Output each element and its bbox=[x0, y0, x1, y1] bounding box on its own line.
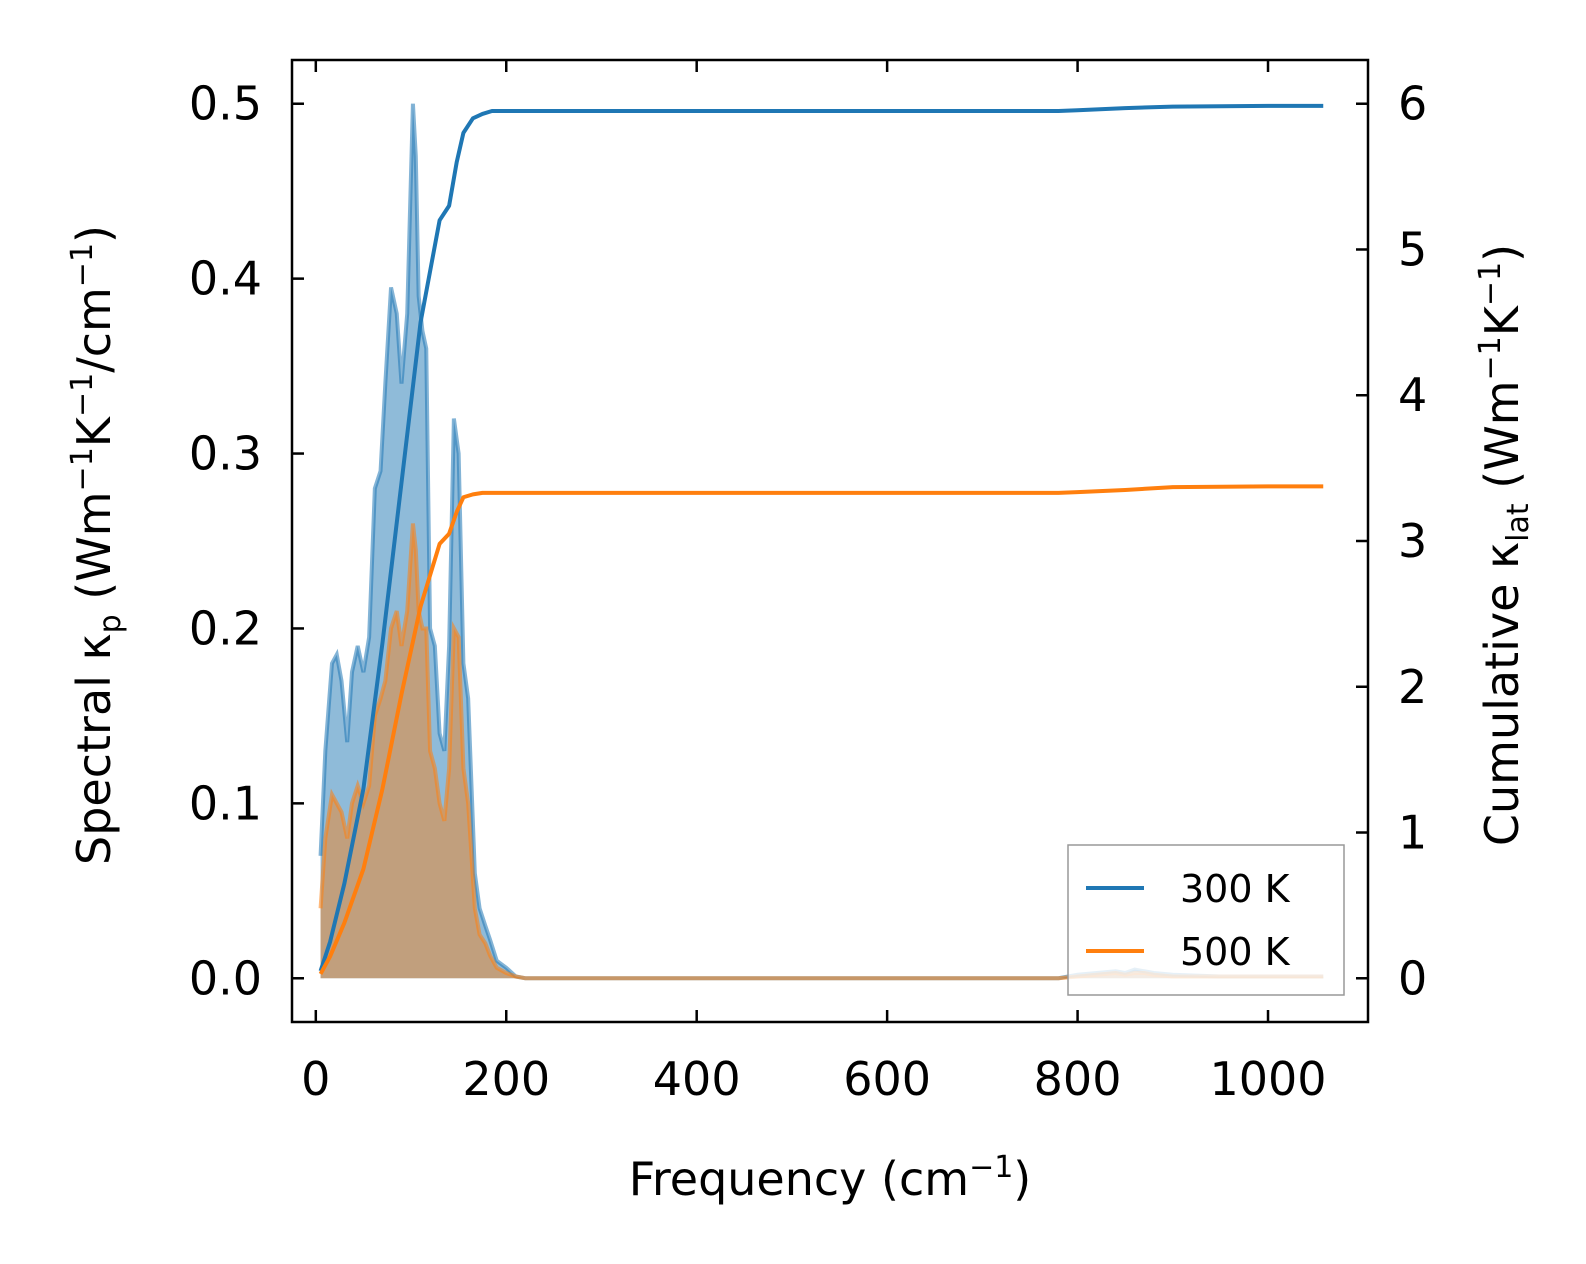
x-tick-label: 800 bbox=[1034, 1052, 1122, 1106]
legend-frame bbox=[1067, 844, 1345, 996]
cumulative-line-500k bbox=[318, 484, 1324, 975]
x-axis-label: Frequency (cm−1) bbox=[629, 1150, 1032, 1206]
y-left-tick-label: 0.5 bbox=[189, 77, 262, 131]
y-right-tick-label: 2 bbox=[1398, 660, 1427, 714]
y-left-tick-label: 0.3 bbox=[189, 427, 262, 481]
ticks-layer: 0 200 400 600 800 1000 0.0 0.1 0.2 0.3 0.4 0.5 0 1 2 3 4… bbox=[189, 60, 1427, 1106]
y-right-tick-label: 4 bbox=[1398, 368, 1427, 422]
x-tick-label: 200 bbox=[462, 1052, 550, 1106]
legend: 300 K 500 K bbox=[1067, 844, 1345, 996]
x-tick-label: 0 bbox=[301, 1052, 330, 1106]
y-right-tick-label: 1 bbox=[1398, 806, 1427, 860]
y-left-tick-label: 0.4 bbox=[189, 252, 262, 306]
y-axis-right-label: Cumulative κlat (Wm−1K−1) bbox=[1473, 244, 1536, 846]
spectral-fill-300k bbox=[320, 103, 1324, 979]
spectral-fill-500k bbox=[320, 523, 1324, 979]
y-left-tick-label: 0.0 bbox=[189, 951, 262, 1005]
y-axis-left-label: Spectral κp (Wm−1K−1/cm−1) bbox=[65, 225, 128, 865]
y-left-tick-label: 0.2 bbox=[189, 601, 262, 655]
y-left-tick-label: 0.1 bbox=[189, 776, 262, 830]
y-right-tick-label: 0 bbox=[1398, 951, 1427, 1005]
x-tick-label: 1000 bbox=[1209, 1052, 1326, 1106]
cumulative-line-300k bbox=[318, 103, 1324, 972]
y-right-tick-label: 6 bbox=[1398, 77, 1427, 131]
x-tick-label: 600 bbox=[843, 1052, 931, 1106]
y-right-tick-label: 5 bbox=[1398, 222, 1427, 276]
y-right-tick-label: 3 bbox=[1398, 514, 1427, 568]
legend-label-300k: 300 K bbox=[1180, 867, 1291, 911]
legend-label-500k: 500 K bbox=[1180, 930, 1291, 974]
x-tick-label: 400 bbox=[653, 1052, 741, 1106]
